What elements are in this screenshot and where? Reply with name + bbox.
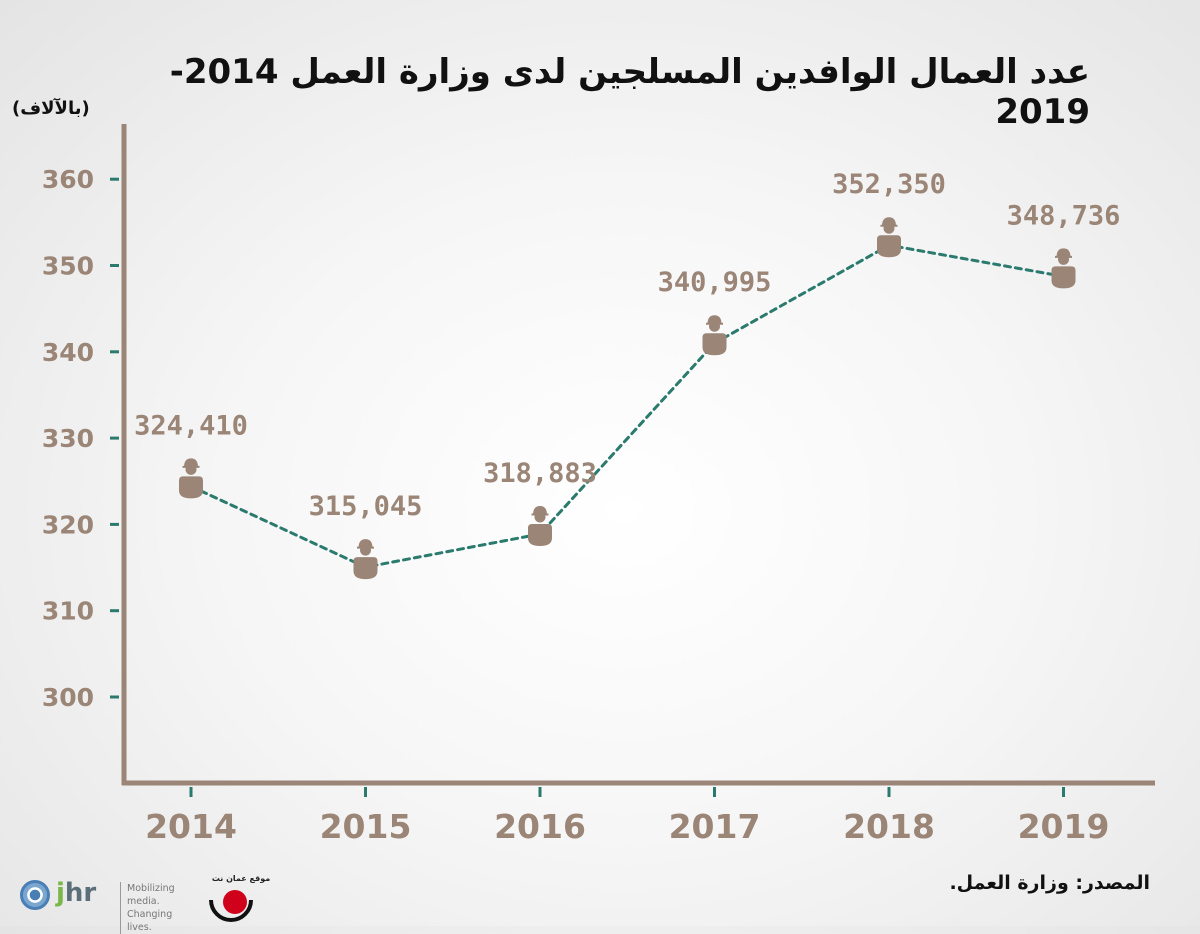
jhr-letter-j: j <box>56 878 65 908</box>
chart-title: عدد العمال الوافدين المسلجين لدى وزارة ا… <box>169 52 1090 132</box>
worker-helmet <box>1056 248 1071 258</box>
data-label: 348,736 <box>1007 200 1121 231</box>
x-tick-label: 2019 <box>1018 807 1110 846</box>
y-tick-label: 360 <box>42 165 94 194</box>
x-tick-label: 2018 <box>843 807 935 846</box>
y-tick-label: 320 <box>42 510 94 539</box>
worker-body <box>353 557 378 580</box>
worker-helmet <box>533 506 547 516</box>
jhr-letters-hr: hr <box>64 878 97 908</box>
jhr-wordmark: jhr <box>56 878 96 908</box>
worker-with-helmet-icon <box>528 506 552 547</box>
partner-logo: موقع عمان نت <box>205 874 275 922</box>
y-tick-label: 350 <box>42 252 94 281</box>
partner-logo-text: موقع عمان نت <box>211 874 271 883</box>
worker-body <box>179 476 203 499</box>
globe-icon <box>20 880 50 910</box>
worker-helmet <box>707 315 722 325</box>
worker-body <box>702 333 727 356</box>
red-dot-icon <box>223 890 247 914</box>
y-tick-label: 330 <box>42 424 94 453</box>
worker-with-helmet-icon <box>1051 248 1076 289</box>
worker-with-helmet-icon <box>702 315 727 356</box>
worker-body <box>877 235 901 258</box>
x-tick-label: 2016 <box>494 807 586 846</box>
jhr-logo: jhr Mobilizing media. Changing lives. <box>20 878 190 934</box>
data-label: 315,045 <box>309 491 423 522</box>
partner-logo-arc <box>209 899 253 922</box>
worker-with-helmet-icon <box>353 539 378 580</box>
data-label: 318,883 <box>483 458 597 489</box>
series-line <box>189 243 1065 569</box>
data-label: 352,350 <box>832 169 946 200</box>
data-label: 324,410 <box>134 410 248 441</box>
x-tick-label: 2015 <box>320 807 412 846</box>
worker-helmet <box>184 458 198 468</box>
y-tick-label: 310 <box>42 597 94 626</box>
y-tick-label: 340 <box>42 338 94 367</box>
worker-with-helmet-icon <box>877 217 901 258</box>
jhr-tagline: Mobilizing media. Changing lives. <box>120 882 190 934</box>
worker-body <box>1051 266 1076 289</box>
worker-helmet <box>882 217 896 227</box>
source-note: المصدر: وزارة العمل. <box>949 872 1150 894</box>
jhr-tagline-line-2: Changing lives. <box>127 909 173 933</box>
x-tick-label: 2014 <box>145 807 237 846</box>
worker-with-helmet-icon <box>179 458 203 499</box>
worker-helmet <box>358 539 373 549</box>
y-tick-label: 300 <box>42 683 94 712</box>
x-tick-label: 2017 <box>669 807 761 846</box>
worker-body <box>528 524 552 547</box>
y-axis-unit-label: (بالآلاف) <box>12 98 90 119</box>
data-label: 340,995 <box>658 267 772 298</box>
jhr-tagline-line-1: Mobilizing media. <box>127 883 175 907</box>
